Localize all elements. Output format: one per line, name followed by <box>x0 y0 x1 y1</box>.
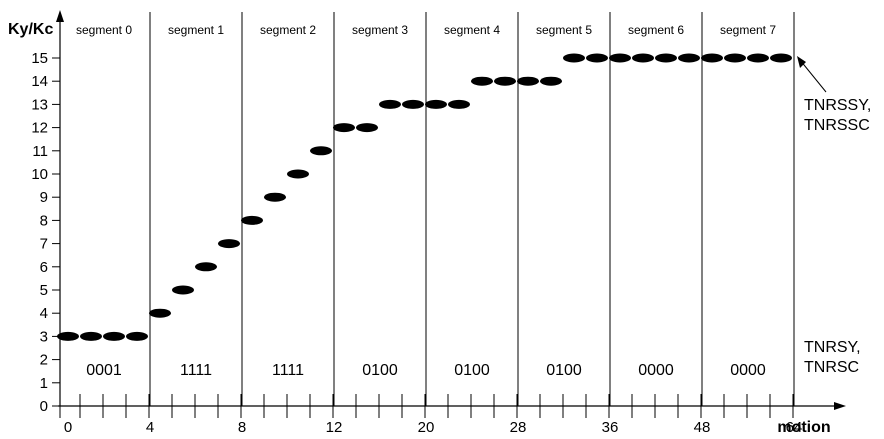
segment-label: segment 2 <box>260 23 316 37</box>
segment-code: 0100 <box>362 362 398 379</box>
data-point <box>126 331 148 341</box>
annotation-arrow-line <box>799 59 827 93</box>
segment-label: segment 6 <box>628 23 684 37</box>
x-tick-label: 20 <box>418 419 435 436</box>
annotation-bottom-line2: TNRSC <box>804 359 859 376</box>
y-tick-label: 14 <box>31 73 48 90</box>
y-tick-label: 8 <box>40 212 48 229</box>
data-point <box>563 53 585 63</box>
data-point <box>448 99 470 109</box>
data-point <box>195 262 217 272</box>
y-tick-label: 13 <box>31 96 48 113</box>
x-axis-arrow <box>834 402 846 410</box>
data-point <box>494 76 516 86</box>
data-point <box>310 146 332 156</box>
data-point <box>264 192 286 202</box>
annotation-top-line1: TNRSSY, <box>804 97 871 114</box>
data-point <box>540 76 562 86</box>
x-tick-label: 8 <box>238 419 246 436</box>
y-tick-label: 12 <box>31 120 48 137</box>
data-point <box>609 53 631 63</box>
y-tick-label: 5 <box>40 282 48 299</box>
x-tick-label: 64 <box>786 419 803 436</box>
segment-label: segment 7 <box>720 23 776 37</box>
data-point <box>333 123 355 133</box>
segment-code: 0000 <box>730 362 766 379</box>
x-tick-label: 4 <box>146 419 154 436</box>
data-point <box>218 239 240 249</box>
data-point <box>80 331 102 341</box>
data-point <box>724 53 746 63</box>
data-point <box>103 331 125 341</box>
annotation-arrow-head <box>797 56 806 68</box>
segment-code: 0000 <box>638 362 674 379</box>
data-point <box>379 99 401 109</box>
data-point <box>655 53 677 63</box>
data-point <box>747 53 769 63</box>
y-tick-label: 11 <box>32 143 48 160</box>
x-tick-label: 28 <box>510 419 527 436</box>
segment-label: segment 4 <box>444 23 500 37</box>
data-point <box>770 53 792 63</box>
data-point <box>678 53 700 63</box>
annotation-bottom-line1: TNRSY, <box>804 339 861 356</box>
data-point <box>701 53 723 63</box>
y-axis-title: Ky/Kc <box>8 21 53 38</box>
segment-code: 1111 <box>180 362 212 379</box>
segment-code: 1111 <box>272 362 304 379</box>
x-axis-title: motion <box>777 419 830 436</box>
data-point <box>586 53 608 63</box>
data-point <box>471 76 493 86</box>
x-tick-label: 36 <box>602 419 619 436</box>
data-point <box>287 169 309 179</box>
data-point <box>57 331 79 341</box>
segment-code: 0100 <box>546 362 582 379</box>
segment-label: segment 1 <box>168 23 224 37</box>
data-point <box>172 285 194 295</box>
data-point <box>425 99 447 109</box>
y-tick-label: 9 <box>40 189 48 206</box>
y-tick-label: 4 <box>40 305 48 322</box>
y-tick-label: 15 <box>31 50 48 67</box>
data-point <box>356 123 378 133</box>
data-point <box>517 76 539 86</box>
segment-label: segment 0 <box>76 23 132 37</box>
x-tick-label: 12 <box>326 419 343 436</box>
y-tick-label: 3 <box>40 328 48 345</box>
data-point <box>632 53 654 63</box>
segment-code: 0100 <box>454 362 490 379</box>
y-tick-label: 10 <box>31 166 48 183</box>
data-point <box>149 308 171 318</box>
data-point <box>241 215 263 225</box>
annotation-top-line2: TNRSSC <box>804 117 870 134</box>
data-point <box>402 99 424 109</box>
y-tick-label: 2 <box>40 352 48 369</box>
x-tick-label: 48 <box>694 419 711 436</box>
x-tick-label: 0 <box>64 419 72 436</box>
y-tick-label: 1 <box>40 375 48 392</box>
segment-code: 0001 <box>86 362 122 379</box>
segment-label: segment 5 <box>536 23 592 37</box>
y-tick-label: 0 <box>40 398 48 415</box>
y-axis-arrow <box>56 10 64 22</box>
segment-label: segment 3 <box>352 23 408 37</box>
y-tick-label: 6 <box>40 259 48 276</box>
y-tick-label: 7 <box>40 236 48 253</box>
